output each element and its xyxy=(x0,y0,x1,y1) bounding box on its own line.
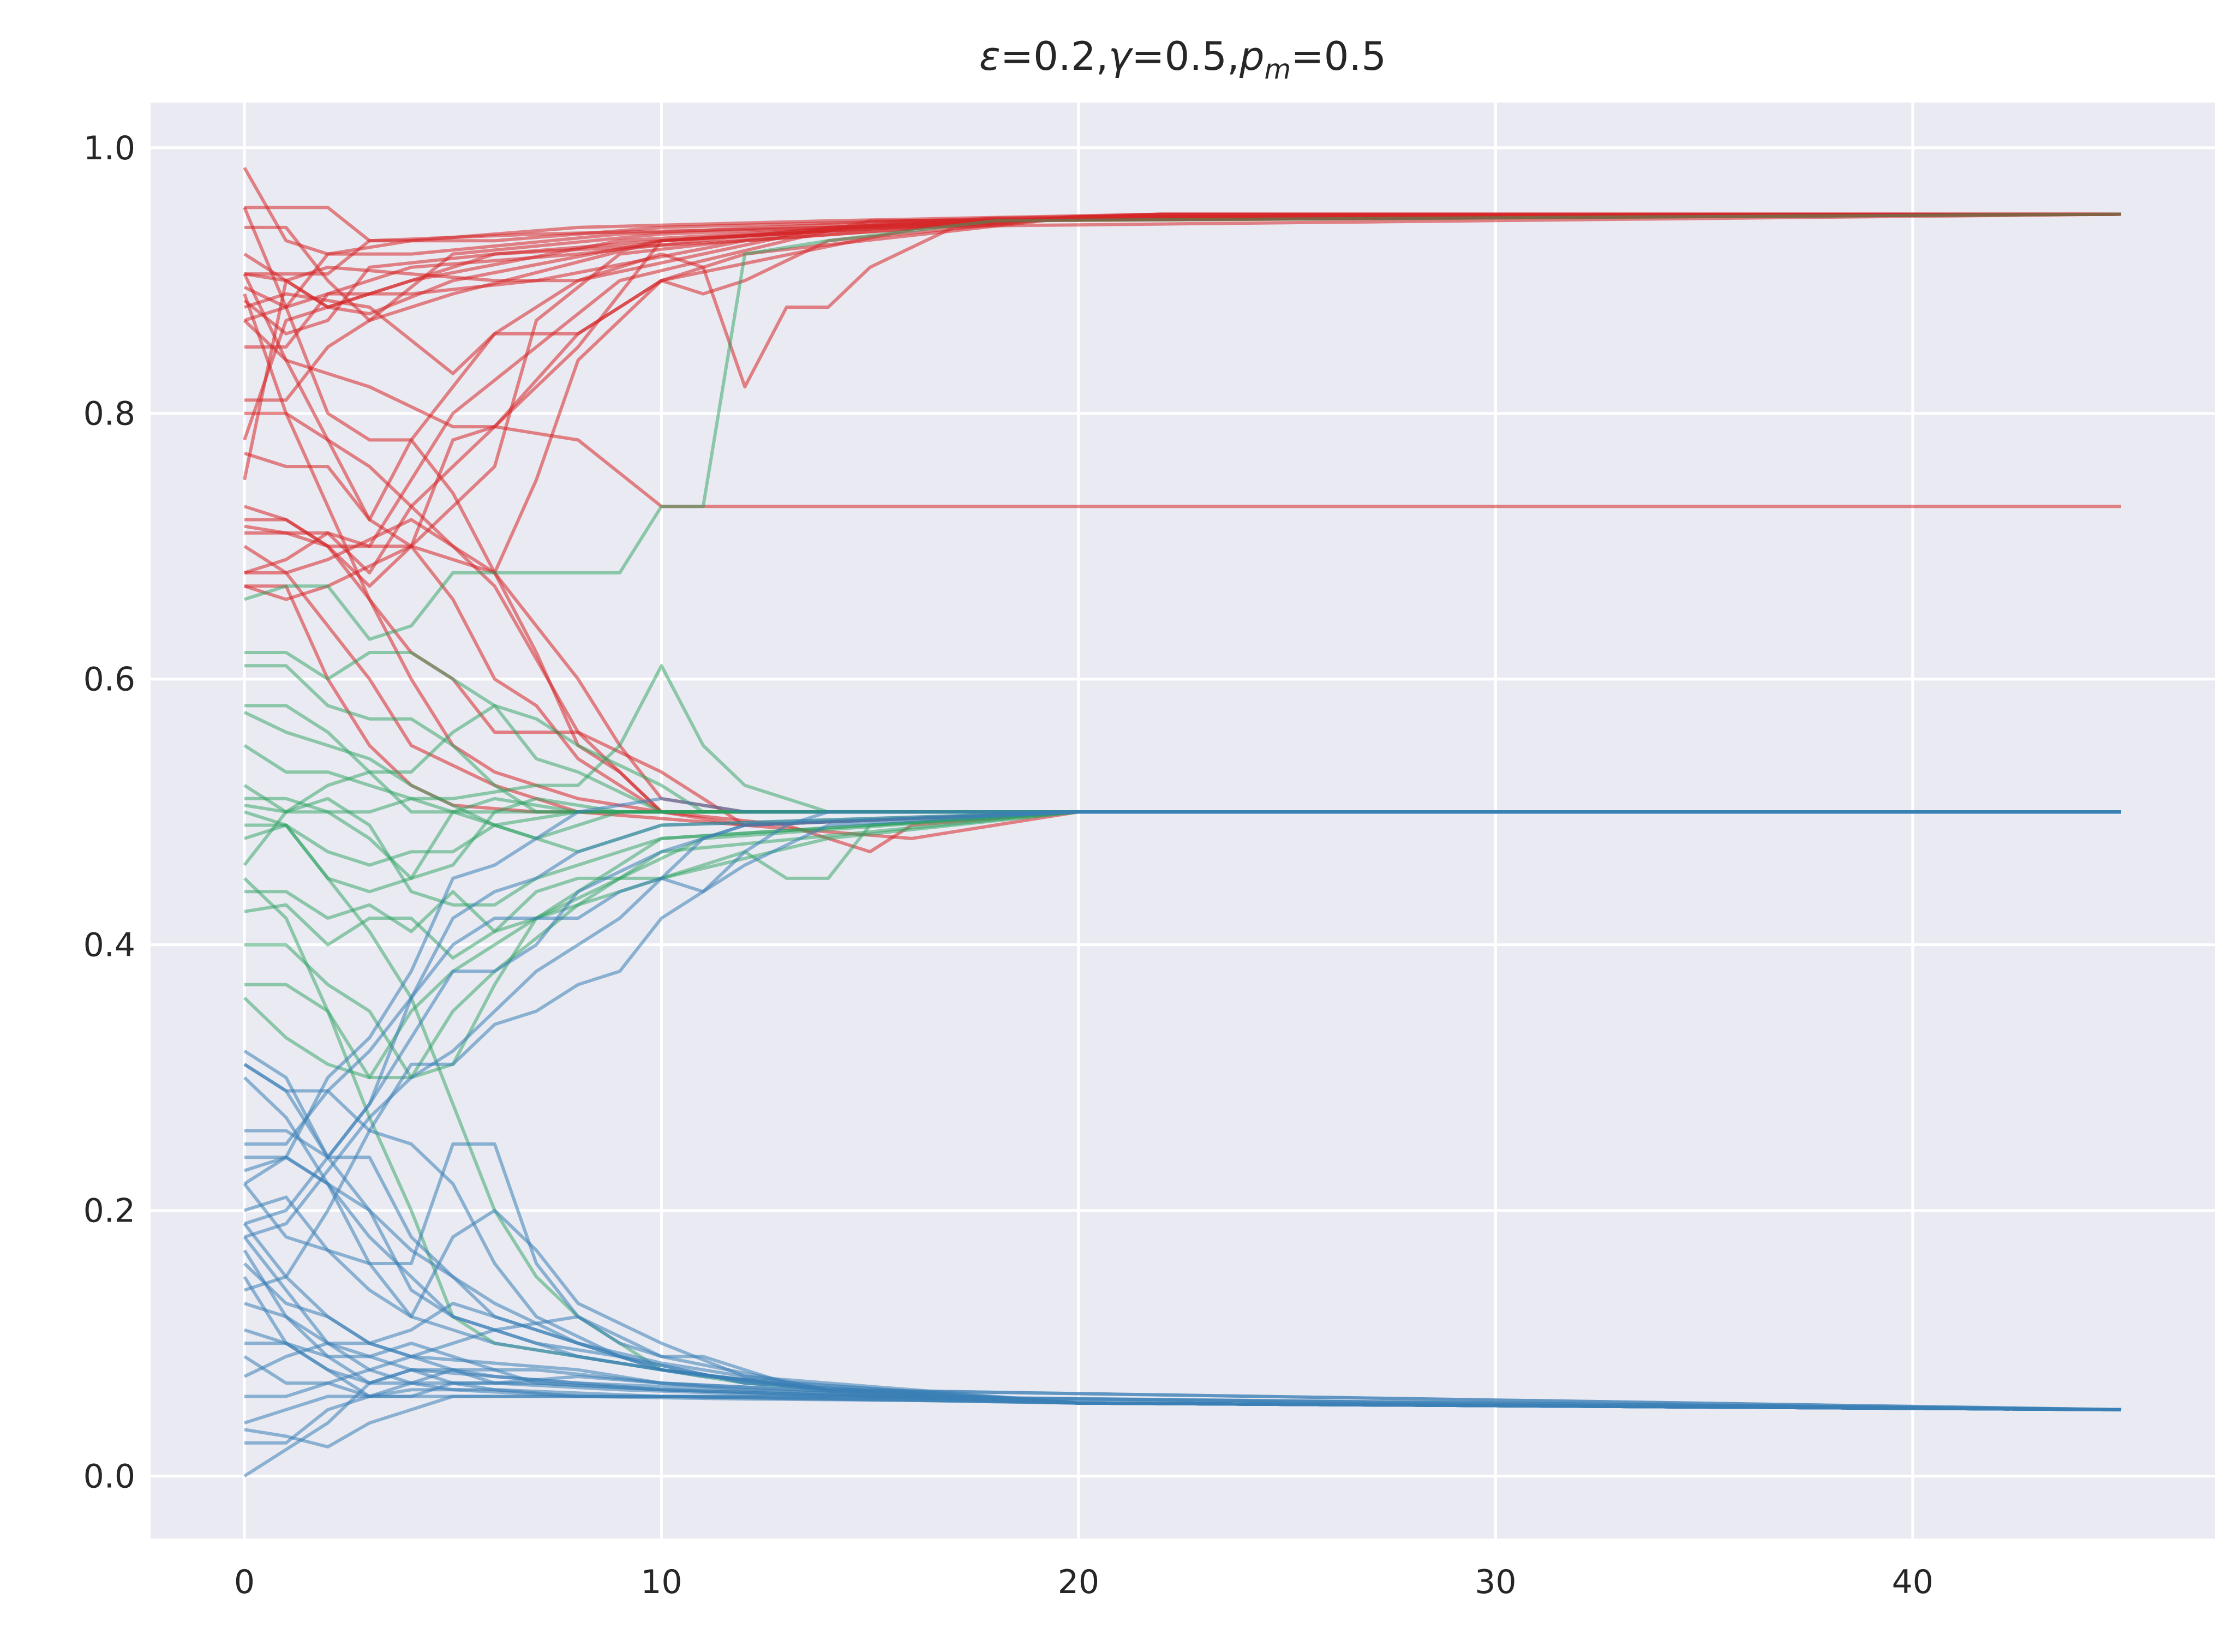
series-line-group-3 xyxy=(243,1368,2122,1478)
y-tick-label: 0.8 xyxy=(83,395,135,433)
series-line-group-2 xyxy=(244,212,2122,641)
chart-title: ε=0.2,γ=0.5,pm=0.5 xyxy=(979,33,1386,85)
x-tick-label: 0 xyxy=(234,1563,255,1601)
y-tick-label: 0.0 xyxy=(83,1458,135,1496)
y-tick-label: 0.4 xyxy=(83,926,135,965)
x-tick-label: 10 xyxy=(640,1563,682,1601)
series-line-group-3 xyxy=(243,810,2121,1159)
series-lines xyxy=(243,166,2122,1478)
series-line-group-1 xyxy=(243,319,2121,508)
y-tick-label: 1.0 xyxy=(83,129,135,167)
tick-labels: 0 10 20 30 40 0.0 0.2 0.4 0.6 0.8 1.0 xyxy=(83,129,1933,1601)
x-tick-label: 30 xyxy=(1475,1563,1516,1601)
x-tick-label: 40 xyxy=(1892,1563,1933,1601)
plot-area xyxy=(151,103,2215,1539)
x-tick-label: 20 xyxy=(1058,1563,1099,1601)
y-tick-label: 0.6 xyxy=(83,661,135,699)
y-tick-label: 0.2 xyxy=(83,1192,135,1230)
